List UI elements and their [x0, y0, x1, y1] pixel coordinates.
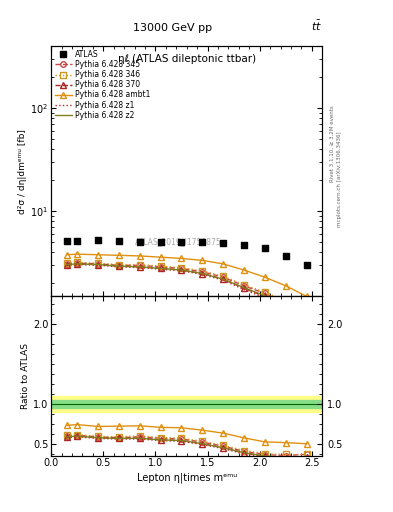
ATLAS — [220, 239, 226, 247]
Text: 13000 GeV pp: 13000 GeV pp — [133, 23, 213, 33]
ATLAS — [178, 239, 185, 247]
Text: ATLAS_2019_I1759875: ATLAS_2019_I1759875 — [135, 237, 222, 246]
Legend: ATLAS, Pythia 6.428 345, Pythia 6.428 346, Pythia 6.428 370, Pythia 6.428 ambt1,: ATLAS, Pythia 6.428 345, Pythia 6.428 34… — [53, 48, 152, 121]
ATLAS — [64, 237, 70, 245]
ATLAS — [199, 239, 206, 247]
ATLAS — [137, 238, 143, 246]
Bar — [51, 396, 322, 412]
ATLAS — [241, 241, 247, 249]
ATLAS — [116, 237, 122, 245]
ATLAS — [95, 236, 101, 244]
Text: Rivet 3.1.10, ≥ 3.2M events: Rivet 3.1.10, ≥ 3.2M events — [330, 105, 334, 182]
X-axis label: Lepton η|times mᵉᵐᵘ: Lepton η|times mᵉᵐᵘ — [136, 473, 237, 483]
Text: ηℓ (ATLAS dileptonic ttbar): ηℓ (ATLAS dileptonic ttbar) — [118, 54, 256, 63]
ATLAS — [283, 252, 289, 260]
ATLAS — [158, 238, 164, 246]
Bar — [51, 400, 322, 408]
ATLAS — [74, 237, 80, 245]
Y-axis label: Ratio to ATLAS: Ratio to ATLAS — [21, 343, 30, 409]
ATLAS — [303, 261, 310, 269]
Text: $t\bar{t}$: $t\bar{t}$ — [311, 19, 322, 33]
ATLAS — [262, 244, 268, 252]
Text: mcplots.cern.ch [arXiv:1306.3436]: mcplots.cern.ch [arXiv:1306.3436] — [338, 132, 342, 227]
Y-axis label: d²σ / dη|dmᵉᵐᵘ [fb]: d²σ / dη|dmᵉᵐᵘ [fb] — [18, 129, 28, 214]
